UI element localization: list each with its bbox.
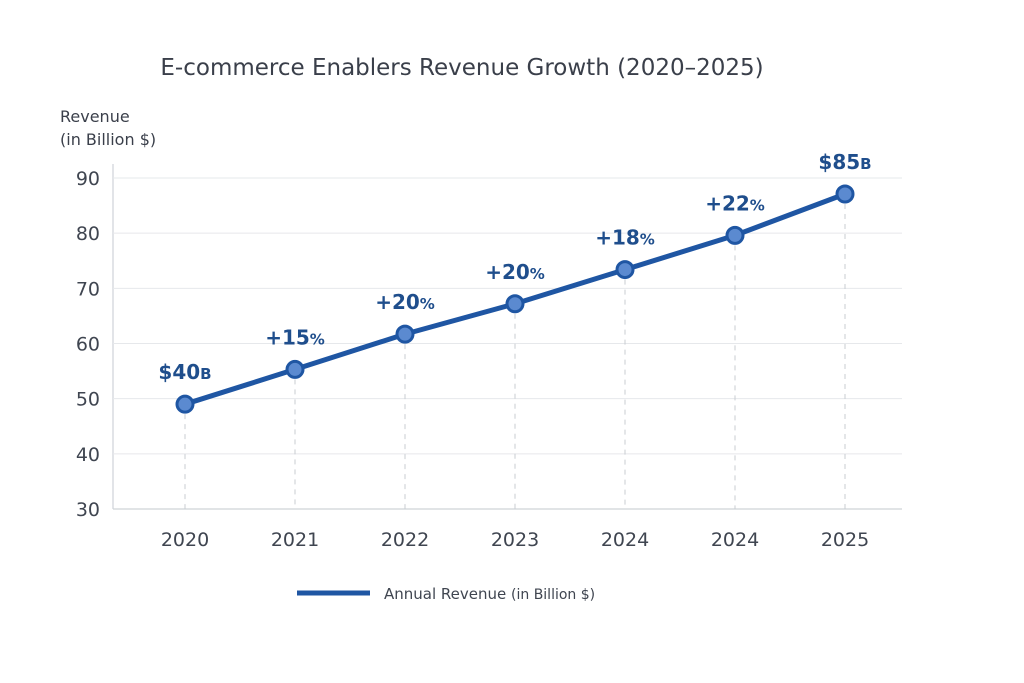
x-tick-label: 2025 (821, 529, 869, 551)
data-label-suffix: B (200, 365, 211, 383)
x-tick-label: 2024 (601, 529, 649, 551)
y-tick-label: 60 (76, 334, 100, 356)
y-tick-label: 90 (76, 168, 100, 190)
drop-lines (184, 203, 846, 509)
data-label-suffix: B (860, 155, 871, 173)
series (175, 184, 855, 414)
y-tick-label: 30 (76, 499, 100, 521)
data-point (505, 294, 525, 314)
chart-title: E-commerce Enablers Revenue Growth (2020… (160, 55, 763, 81)
y-tick-label: 50 (76, 389, 100, 411)
data-label: +15% (265, 325, 325, 349)
data-label-suffix: % (310, 330, 325, 348)
data-label-suffix: % (530, 265, 545, 283)
legend-label-main: Annual Revenue (384, 585, 506, 603)
legend: Annual Revenue (in Billion $) (297, 585, 595, 603)
x-tick-label: 2021 (271, 529, 319, 551)
grid (112, 164, 902, 510)
y-tick-label: 40 (76, 444, 100, 466)
y-ticks: 30 40 50 60 70 80 90 (76, 168, 100, 521)
data-label: +20% (485, 260, 545, 284)
data-label-value: +20 (375, 290, 420, 314)
y-axis-label-line1: Revenue (60, 107, 130, 126)
data-label-value: +20 (485, 260, 530, 284)
y-tick-label: 80 (76, 223, 100, 245)
data-point (175, 394, 195, 414)
y-tick-label: 70 (76, 278, 100, 300)
data-label-suffix: % (420, 295, 435, 313)
legend-label: Annual Revenue (in Billion $) (384, 585, 595, 603)
data-labels: $40B+15%+20%+20%+18%+22%$85B (158, 150, 871, 384)
data-point (725, 225, 745, 245)
data-point (395, 324, 415, 344)
data-label-value: +18 (595, 226, 640, 250)
data-label: +18% (595, 226, 655, 250)
x-ticks: 2020 2021 2022 2023 2024 2024 2025 (161, 529, 869, 551)
data-label: $85B (818, 150, 871, 174)
data-point (835, 184, 855, 204)
data-label-value: +15 (265, 325, 310, 349)
x-tick-label: 2020 (161, 529, 209, 551)
x-tick-label: 2023 (491, 529, 539, 551)
data-point (285, 359, 305, 379)
data-label: +22% (705, 191, 765, 215)
legend-label-sub: (in Billion $) (511, 587, 595, 603)
x-tick-label: 2024 (711, 529, 759, 551)
data-label-value: +22 (705, 191, 750, 215)
data-label: +20% (375, 290, 435, 314)
data-label-suffix: % (640, 231, 655, 249)
y-axis-label-line2: (in Billion $) (60, 130, 156, 149)
data-label-value: $40 (158, 360, 200, 384)
data-label-suffix: % (750, 196, 765, 214)
x-tick-label: 2022 (381, 529, 429, 551)
data-label: $40B (158, 360, 211, 384)
data-point (615, 260, 635, 280)
data-label-value: $85 (818, 150, 860, 174)
